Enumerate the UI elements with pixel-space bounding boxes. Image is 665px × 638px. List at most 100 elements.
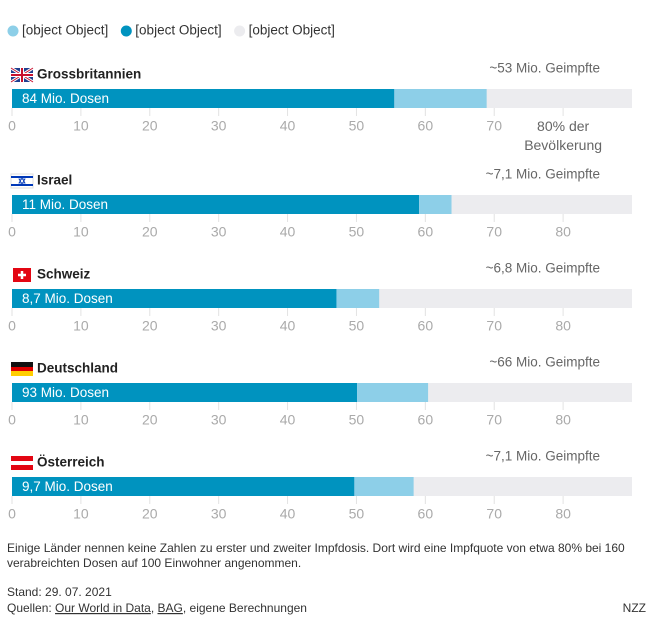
source-link[interactable]: BAG: [158, 601, 183, 615]
x-tick-label: 20: [142, 318, 158, 334]
bar-label: 9,7 Mio. Dosen: [22, 479, 113, 494]
footnote: verabreichten Dosen auf 100 Einwohner an…: [7, 556, 301, 570]
x-tick-label: 0: [8, 412, 16, 428]
annotation: ~7,1 Mio. Geimpfte: [486, 449, 600, 464]
annotation: ~6,8 Mio. Geimpfte: [486, 261, 600, 276]
x-tick-label: 30: [211, 318, 227, 334]
country-title: Deutschland: [37, 361, 118, 376]
source-text: ,: [151, 601, 158, 615]
country-title: Israel: [37, 173, 72, 188]
x-tick-label-line: Bevölkerung: [524, 137, 602, 153]
flag-icon: [11, 456, 33, 470]
x-tick-label: 60: [418, 118, 434, 134]
x-tick-label: 0: [8, 118, 16, 134]
x-tick-label: 0: [8, 318, 16, 334]
x-tick-label: 10: [73, 412, 89, 428]
x-tick-label: 70: [486, 506, 502, 522]
footnote: Einige Länder nennen keine Zahlen zu ers…: [7, 541, 625, 555]
x-tick-label: 0: [8, 224, 16, 240]
annotation: ~66 Mio. Geimpfte: [489, 355, 600, 370]
x-tick-label: 80% der Bevölkerung: [524, 118, 602, 153]
bar-segment: [394, 89, 487, 108]
flag: [11, 184, 33, 186]
x-tick-label: 40: [280, 506, 296, 522]
bar-segment: [12, 289, 337, 308]
x-tick-label: 30: [211, 412, 227, 428]
legend-swatch: [120, 25, 132, 37]
bar-segment: [12, 383, 358, 402]
source-text: , eigene Berechnungen: [183, 601, 307, 615]
flag: [18, 271, 26, 279]
flag-icon: [10, 173, 34, 189]
x-tick-label: 50: [349, 318, 365, 334]
x-tick-label: 10: [73, 224, 89, 240]
x-tick-label: 60: [418, 412, 434, 428]
flag: [11, 68, 33, 82]
x-tick-label: 20: [142, 506, 158, 522]
x-tick-label: 50: [349, 224, 365, 240]
x-tick-label: 20: [142, 224, 158, 240]
x-tick-label: 50: [349, 412, 365, 428]
stand: Stand: 29. 07. 2021: [7, 585, 112, 599]
bar-segment: [336, 289, 380, 308]
x-tick-label: 40: [280, 318, 296, 334]
country-title: Grossbritannien: [37, 67, 141, 82]
x-tick-label: 20: [142, 412, 158, 428]
bar-segment: [357, 383, 429, 402]
x-tick-label: 70: [486, 318, 502, 334]
legend-label: [object Object]: [22, 23, 108, 38]
x-tick-label: 60: [418, 318, 434, 334]
flag: [11, 367, 33, 371]
flag-icon: [13, 268, 31, 282]
bar-segment: [12, 195, 420, 214]
bar-label: 11 Mio. Dosen: [22, 197, 108, 212]
source-text: Quellen:: [7, 601, 55, 615]
bar-segment: [419, 195, 452, 214]
annotation: ~53 Mio. Geimpfte: [489, 61, 600, 76]
x-tick-label: 0: [8, 506, 16, 522]
x-tick-label: 80: [555, 412, 571, 428]
flag: [11, 176, 33, 178]
legend-label: [object Object]: [249, 23, 335, 38]
x-tick-label: 40: [280, 224, 296, 240]
bar-label: 8,7 Mio. Dosen: [22, 291, 113, 306]
x-tick-label: 80: [555, 506, 571, 522]
x-tick-label: 70: [486, 412, 502, 428]
bar-label: 84 Mio. Dosen: [22, 91, 109, 106]
credit: NZZ: [623, 601, 646, 615]
bar-segment: [12, 477, 355, 496]
x-tick-label: 30: [211, 506, 227, 522]
x-tick-label-line: 80% der: [537, 118, 589, 134]
bar-label: 93 Mio. Dosen: [22, 385, 109, 400]
x-tick-label: 10: [73, 118, 89, 134]
x-tick-label: 40: [280, 412, 296, 428]
legend-swatch: [234, 25, 246, 37]
flag: [11, 362, 33, 367]
x-tick-label: 50: [349, 506, 365, 522]
country-title: Österreich: [37, 455, 105, 470]
x-tick-label: 80: [555, 318, 571, 334]
bar-segment: [354, 477, 414, 496]
annotation: ~7,1 Mio. Geimpfte: [486, 167, 600, 182]
flag-icon: [11, 362, 33, 376]
x-tick-label: 10: [73, 506, 89, 522]
country-title: Schweiz: [37, 267, 91, 282]
x-tick-label: 10: [73, 318, 89, 334]
x-tick-label: 50: [349, 118, 365, 134]
sources: Quellen: Our World in Data, BAG, eigene …: [7, 601, 307, 615]
source-link[interactable]: Our World in Data: [55, 601, 151, 615]
flag: [11, 461, 33, 465]
x-tick-label: 60: [418, 224, 434, 240]
flag: [11, 371, 33, 376]
legend-label: [object Object]: [135, 23, 221, 38]
bar-segment: [12, 89, 395, 108]
x-tick-label: 30: [211, 224, 227, 240]
x-tick-label: 40: [280, 118, 296, 134]
flag: [18, 177, 26, 185]
x-tick-label: 60: [418, 506, 434, 522]
x-tick-label: 20: [142, 118, 158, 134]
x-tick-label: 70: [486, 224, 502, 240]
flag-icon: [10, 66, 34, 84]
x-tick-label: 80: [555, 224, 571, 240]
